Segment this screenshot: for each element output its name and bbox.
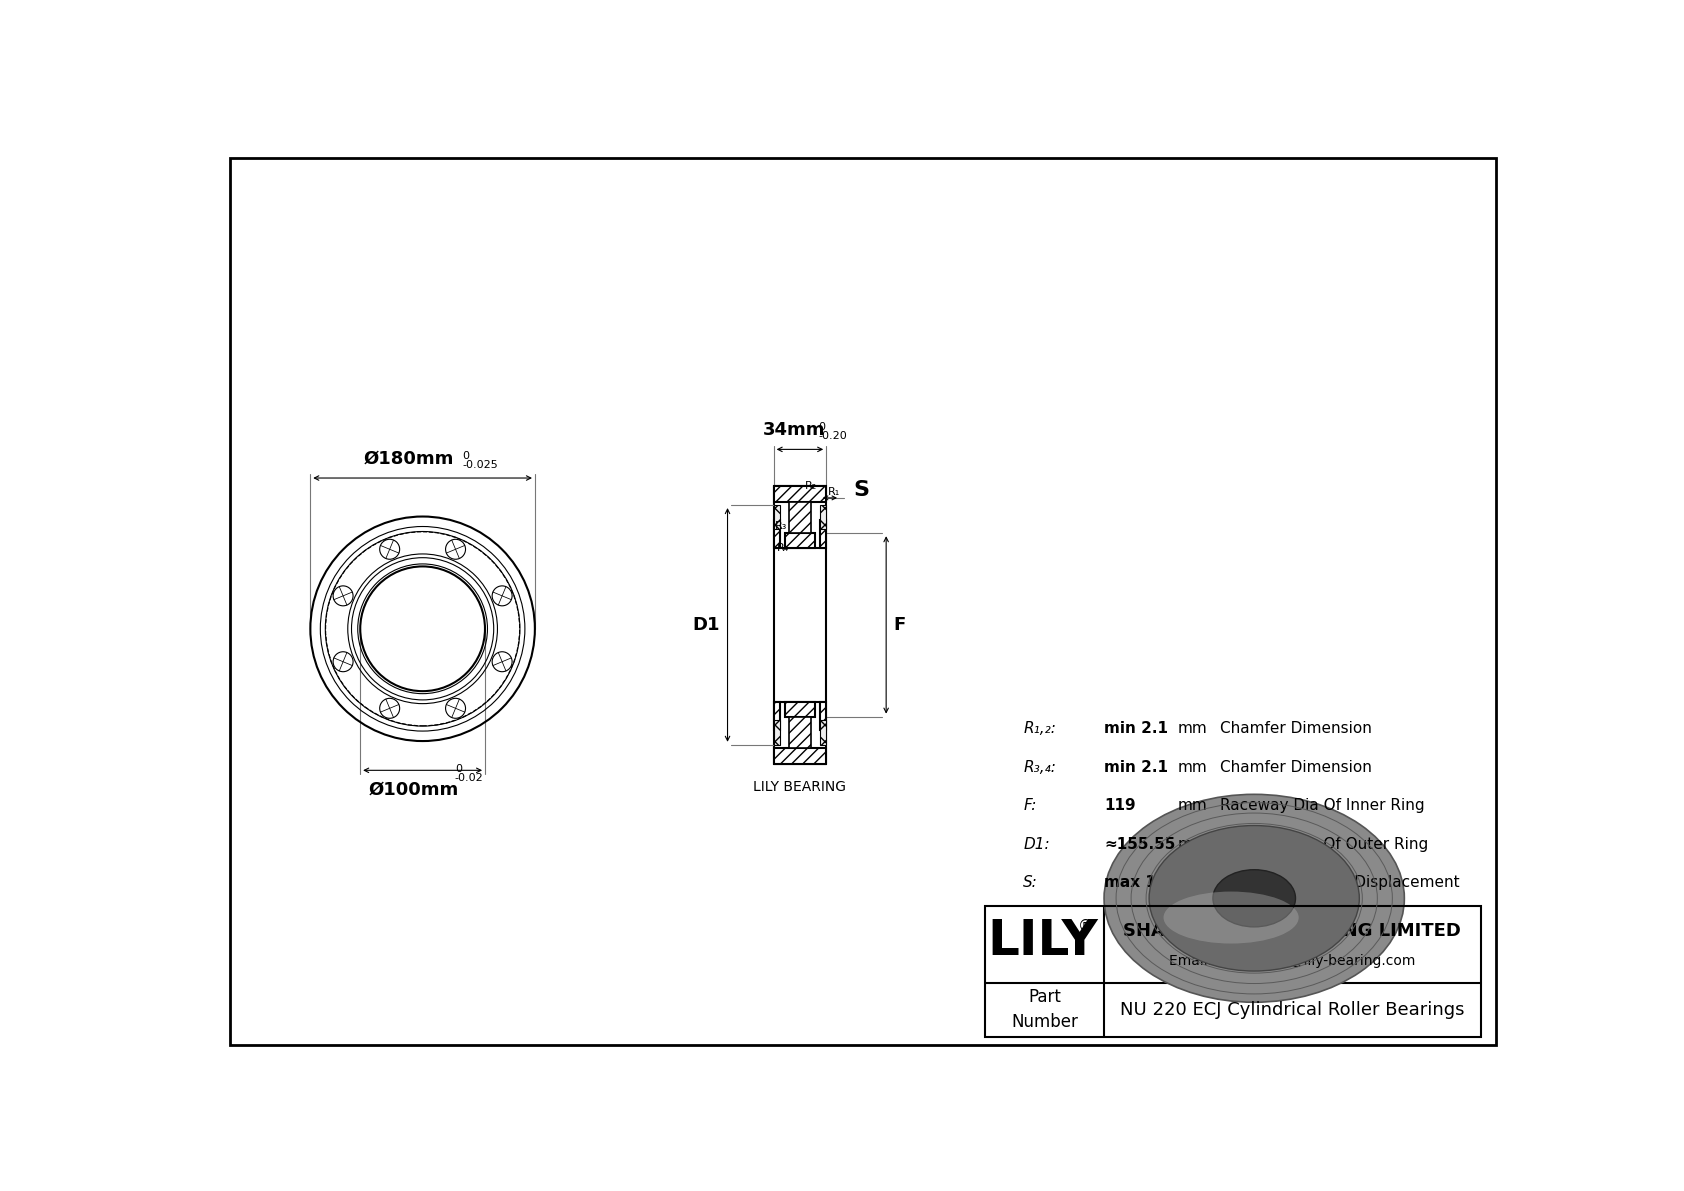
Text: mm: mm	[1177, 798, 1207, 813]
Text: D1: D1	[692, 616, 719, 634]
Text: min 2.1: min 2.1	[1105, 722, 1169, 736]
Text: ≈155.55: ≈155.55	[1105, 837, 1175, 852]
Text: Part
Number: Part Number	[1010, 989, 1078, 1031]
Polygon shape	[773, 721, 780, 746]
Text: mm: mm	[1177, 760, 1207, 775]
Text: F: F	[894, 616, 906, 634]
Text: 0: 0	[455, 765, 461, 774]
Text: 34mm: 34mm	[763, 420, 825, 438]
Text: mm: mm	[1177, 837, 1207, 852]
Polygon shape	[773, 505, 780, 530]
Text: R₃,₄:: R₃,₄:	[1024, 760, 1056, 775]
Text: min 2.1: min 2.1	[1105, 760, 1169, 775]
Bar	[985, 906, 1480, 1037]
Text: Chamfer Dimension: Chamfer Dimension	[1219, 722, 1371, 736]
Text: 0: 0	[463, 451, 470, 461]
Ellipse shape	[1105, 794, 1404, 1003]
Text: D1:: D1:	[1024, 837, 1049, 852]
Polygon shape	[773, 520, 780, 548]
Polygon shape	[790, 501, 810, 532]
Text: Email: lilybearing@lily-bearing.com: Email: lilybearing@lily-bearing.com	[1169, 954, 1416, 968]
Text: Shoulder Dia Of Outer Ring: Shoulder Dia Of Outer Ring	[1219, 837, 1428, 852]
Text: Ø180mm: Ø180mm	[364, 449, 455, 467]
Polygon shape	[820, 701, 827, 730]
Text: R₂: R₂	[805, 481, 817, 491]
Text: 119: 119	[1105, 798, 1135, 813]
Text: -0.20: -0.20	[818, 431, 847, 441]
Text: S:: S:	[1024, 875, 1037, 891]
Text: LILY BEARING: LILY BEARING	[753, 780, 847, 794]
Text: LILY: LILY	[987, 917, 1098, 966]
Text: max 1.7: max 1.7	[1105, 875, 1172, 891]
Text: ®: ®	[1078, 918, 1093, 934]
Text: R₁: R₁	[827, 487, 840, 497]
Text: R₃: R₃	[775, 520, 788, 531]
Text: mm: mm	[1177, 875, 1207, 891]
Ellipse shape	[1164, 892, 1298, 943]
Text: R₄: R₄	[776, 543, 790, 554]
Polygon shape	[773, 486, 827, 501]
Text: S: S	[854, 480, 871, 500]
Polygon shape	[773, 701, 780, 730]
Text: Permissible Axial Displacement: Permissible Axial Displacement	[1219, 875, 1458, 891]
Ellipse shape	[1212, 869, 1295, 927]
Polygon shape	[820, 505, 827, 530]
Polygon shape	[820, 721, 827, 746]
Polygon shape	[790, 717, 810, 748]
Polygon shape	[773, 748, 827, 763]
Text: mm: mm	[1177, 722, 1207, 736]
Polygon shape	[785, 701, 815, 717]
Text: SHANGHAI LILY BEARING LIMITED: SHANGHAI LILY BEARING LIMITED	[1123, 922, 1462, 941]
Text: R₁,₂:: R₁,₂:	[1024, 722, 1056, 736]
Text: -0.02: -0.02	[455, 773, 483, 782]
Text: 0: 0	[818, 423, 825, 432]
Ellipse shape	[1148, 825, 1359, 971]
Text: Raceway Dia Of Inner Ring: Raceway Dia Of Inner Ring	[1219, 798, 1425, 813]
Polygon shape	[820, 520, 827, 548]
Text: Ø100mm: Ø100mm	[369, 781, 458, 799]
Text: NU 220 ECJ Cylindrical Roller Bearings: NU 220 ECJ Cylindrical Roller Bearings	[1120, 1000, 1465, 1019]
Polygon shape	[785, 532, 815, 548]
Text: -0.025: -0.025	[463, 460, 498, 469]
Text: Chamfer Dimension: Chamfer Dimension	[1219, 760, 1371, 775]
Text: F:: F:	[1024, 798, 1037, 813]
